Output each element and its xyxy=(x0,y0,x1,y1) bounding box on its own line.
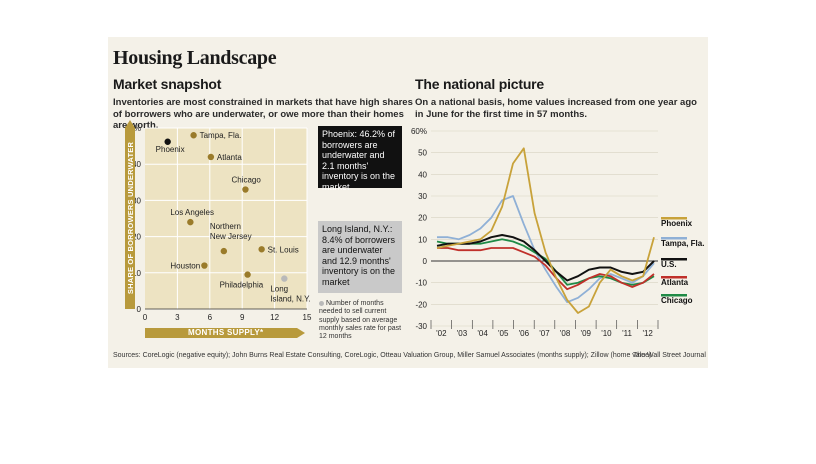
legend-label: Chicago xyxy=(661,296,693,305)
scatter-point xyxy=(258,246,265,253)
scatter-x-axis-label: MONTHS SUPPLY* xyxy=(188,328,264,337)
line-x-tick-label: '06 xyxy=(519,329,530,338)
line-x-tick-label: '05 xyxy=(498,329,509,338)
credit-text: The Wall Street Journal xyxy=(633,352,706,359)
scatter-x-tick-label: 0 xyxy=(143,313,148,322)
note-text: Number of months needed to sell current … xyxy=(319,300,402,341)
legend-swatch xyxy=(661,237,687,240)
scatter-point xyxy=(220,247,228,255)
scatter-point xyxy=(164,138,171,145)
series-line-tampa-fla- xyxy=(437,195,655,304)
scatter-y-tick-label: 0 xyxy=(137,305,142,314)
note-bullet-icon xyxy=(319,300,324,306)
scatter-point-label: Houston xyxy=(170,262,200,271)
scatter-point-label: Long Island, N.Y. xyxy=(270,285,310,304)
scatter-x-tick-label: 9 xyxy=(240,313,245,322)
scatter-y-axis-label: SHARE OF BORROWERS UNDERWATER xyxy=(126,142,135,295)
scatter-y-tick-label: 20 xyxy=(132,233,141,242)
line-x-tick-label: '08 xyxy=(560,329,571,338)
scatter-point xyxy=(187,218,194,226)
scatter-point-label: Tampa, Fla. xyxy=(200,131,242,140)
line-y-tick-label: -30 xyxy=(415,322,427,331)
scatter-y-tick-label: 10 xyxy=(132,269,141,278)
scatter-x-tick-label: 6 xyxy=(208,313,213,322)
scatter-point-label: Atlanta xyxy=(217,153,242,162)
series-line-atlanta xyxy=(437,247,655,291)
scatter-point-label: Los Angeles xyxy=(170,208,214,217)
line-y-tick-label: 50 xyxy=(418,149,427,158)
legend-swatch xyxy=(661,258,687,261)
scatter-point-label: Northern New Jersey xyxy=(210,222,252,241)
national-picture-subtitle: On a national basis, home values increas… xyxy=(415,97,697,120)
scatter-point xyxy=(207,153,215,161)
scatter-x-tick-label: 15 xyxy=(303,313,312,322)
line-x-tick-label: '03 xyxy=(457,329,468,338)
scatter-point-label: Phoenix xyxy=(156,145,185,154)
line-y-tick-label: -20 xyxy=(415,300,427,309)
series-line-u-s- xyxy=(436,234,655,282)
line-y-tick-label: 20 xyxy=(418,214,427,223)
x-axis-banner xyxy=(145,328,305,338)
legend-label: Tampa, Fla. xyxy=(661,239,704,248)
line-y-tick-label: 30 xyxy=(418,192,427,201)
national-picture-title: The national picture xyxy=(415,76,545,92)
market-snapshot-subtitle: Inventories are most constrained in mark… xyxy=(113,97,413,131)
line-y-tick-label: 0 xyxy=(423,257,428,266)
scatter-x-tick-label: 12 xyxy=(270,313,279,322)
line-x-tick-label: '02 xyxy=(436,329,447,338)
line-x-tick-label: '07 xyxy=(539,329,550,338)
legend-label: Atlanta xyxy=(661,278,689,287)
series-line-phoenix xyxy=(436,147,655,314)
scatter-y-tick-label: 40 xyxy=(132,160,141,169)
y-axis-banner xyxy=(125,128,135,309)
sources-text: Sources: CoreLogic (negative equity); Jo… xyxy=(113,352,652,359)
legend-label: Phoenix xyxy=(661,219,693,228)
scatter-y-tick-label: 30 xyxy=(132,196,141,205)
line-x-tick-label: '10 xyxy=(601,329,612,338)
line-y-tick-label: -10 xyxy=(415,279,427,288)
long-island-callout: Long Island, N.Y.: 8.4% of borrowers are… xyxy=(318,221,402,293)
y-axis-banner-arrow xyxy=(125,120,135,128)
phoenix-callout: Phoenix: 46.2% of borrowers are underwat… xyxy=(318,126,402,192)
line-x-tick-label: '11 xyxy=(622,329,632,338)
months-supply-note: Number of months needed to sell current … xyxy=(319,300,407,341)
scatter-point xyxy=(190,132,197,139)
scatter-point-label: Philadelphia xyxy=(220,281,264,290)
scatter-point-label: Chicago xyxy=(231,176,261,185)
page-title: Housing Landscape xyxy=(113,47,277,69)
line-y-tick-label: 40 xyxy=(418,170,427,179)
line-x-tick-label: '09 xyxy=(581,329,592,338)
scatter-point xyxy=(201,262,208,269)
line-y-tick-label: 10 xyxy=(418,235,427,244)
line-y-tick-label: 60% xyxy=(411,127,427,136)
scatter-point-label: St. Louis xyxy=(268,245,299,254)
scatter-x-tick-label: 3 xyxy=(175,313,180,322)
legend-swatch xyxy=(661,217,687,220)
scatter-point xyxy=(244,271,251,278)
scatter-plot-area xyxy=(145,128,307,309)
line-x-tick-label: '04 xyxy=(477,329,488,338)
legend-swatch xyxy=(661,294,687,297)
line-x-tick-label: '12 xyxy=(642,329,653,338)
market-snapshot-title: Market snapshot xyxy=(113,76,222,92)
scatter-point xyxy=(281,275,288,282)
legend-label: U.S. xyxy=(661,260,677,269)
legend-swatch xyxy=(661,276,687,279)
scatter-point xyxy=(242,186,249,193)
